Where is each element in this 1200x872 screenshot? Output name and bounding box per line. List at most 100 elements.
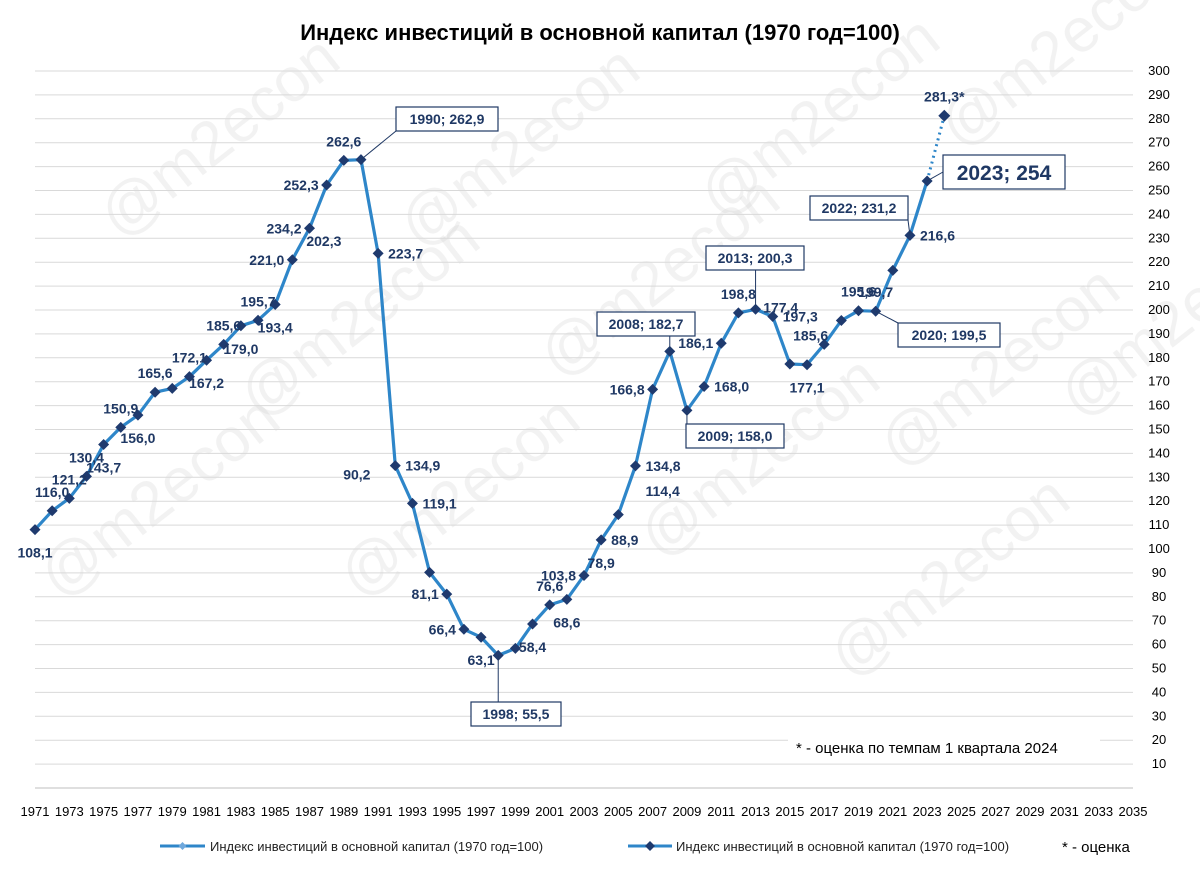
data-label: 156,0 [120, 430, 155, 446]
x-tick-label: 1993 [398, 804, 427, 819]
legend-marker [645, 841, 655, 851]
data-point [527, 618, 539, 630]
data-label: 168,0 [714, 378, 749, 394]
x-tick-label: 2033 [1084, 804, 1113, 819]
data-point [183, 371, 195, 383]
data-point [561, 593, 573, 605]
data-label: 216,6 [920, 227, 955, 243]
x-tick-label: 1979 [158, 804, 187, 819]
callout-label: 1990; 262,9 [410, 111, 485, 127]
y-tick-label: 270 [1148, 135, 1170, 150]
x-tick-label: 1973 [55, 804, 84, 819]
data-label: 103,8 [541, 568, 576, 584]
chart-title: Индекс инвестиций в основной капитал (19… [300, 20, 900, 45]
data-label: 262,6 [326, 133, 361, 149]
callout-box [596, 311, 696, 337]
data-point [132, 409, 144, 421]
data-label: 193,4 [258, 320, 293, 336]
y-tick-label: 240 [1148, 206, 1170, 221]
y-tick-label: 160 [1148, 398, 1170, 413]
data-label: 81,1 [412, 586, 439, 602]
data-point [372, 247, 384, 259]
data-label: 186,1 [678, 335, 713, 351]
data-point [784, 358, 796, 370]
data-label: 150,9 [103, 400, 138, 416]
data-label: 223,7 [388, 245, 423, 261]
data-label: 177,4 [763, 299, 798, 315]
x-tick-label: 2013 [741, 804, 770, 819]
data-label: 68,6 [553, 614, 580, 630]
x-tick-label: 1985 [261, 804, 290, 819]
callout-label: 2023; 254 [957, 162, 1052, 185]
data-label: 198,8 [721, 286, 756, 302]
data-point [698, 380, 710, 392]
data-point [149, 386, 161, 398]
data-point [304, 222, 315, 234]
y-tick-label: 280 [1148, 111, 1170, 126]
data-point [406, 497, 418, 509]
data-label: 76,6 [536, 578, 563, 594]
data-point [218, 338, 230, 350]
data-point [732, 307, 744, 319]
legend-label: Индекс инвестиций в основной капитал (19… [676, 839, 1009, 854]
x-tick-label: 2015 [775, 804, 804, 819]
footnote-text: * - оценка по темпам 1 квартала 2024 [796, 740, 1058, 757]
legend: Индекс инвестиций в основной капитал (19… [160, 839, 1130, 856]
x-tick-label: 2029 [1016, 804, 1045, 819]
x-tick-label: 1971 [21, 804, 50, 819]
data-point [29, 524, 41, 536]
x-tick-label: 2027 [981, 804, 1010, 819]
y-tick-label: 230 [1148, 230, 1170, 245]
data-point-estimate [938, 109, 951, 122]
y-tick-label: 220 [1148, 254, 1170, 269]
data-label: 130,4 [69, 449, 104, 465]
y-tick-label: 60 [1152, 637, 1166, 652]
footnote-box [788, 732, 1100, 762]
data-point [595, 534, 607, 546]
data-label: 165,6 [138, 365, 173, 381]
y-tick-label: 10 [1152, 756, 1166, 771]
x-tick-label: 1975 [89, 804, 118, 819]
data-point [389, 460, 401, 472]
y-tick-label: 70 [1152, 613, 1166, 628]
data-point [887, 264, 899, 276]
y-tick-label: 100 [1148, 541, 1170, 556]
x-tick-label: 2003 [570, 804, 599, 819]
data-label: 185,6 [793, 327, 828, 343]
x-tick-label: 2007 [638, 804, 667, 819]
data-point [458, 623, 470, 635]
y-tick-label: 40 [1152, 684, 1166, 699]
y-tick-label: 130 [1148, 469, 1170, 484]
x-tick-label: 1997 [467, 804, 496, 819]
y-tick-label: 50 [1152, 661, 1166, 676]
axes: 10 20 30 40 50 60 70 80 90 100 110 120 130 140 150 160 1… [21, 63, 1170, 819]
callout-box [809, 195, 909, 221]
data-label: 78,9 [588, 555, 615, 571]
callout-box [705, 245, 805, 271]
callout-box [942, 154, 1066, 190]
callout-leader [360, 130, 397, 161]
data-label: 134,8 [645, 458, 680, 474]
x-tick-label: 1987 [295, 804, 324, 819]
data-point [201, 354, 213, 366]
data-label: 179,0 [223, 341, 258, 357]
data-point [715, 337, 727, 349]
data-label: 116,0 [35, 484, 69, 500]
callout-leader [907, 219, 911, 236]
y-tick-label: 170 [1148, 374, 1170, 389]
data-label: 88,9 [611, 532, 638, 548]
callout-label: 2020; 199,5 [912, 327, 987, 343]
data-point [80, 470, 92, 482]
legend-extra-note: * - оценка [1062, 839, 1130, 856]
data-point [578, 570, 590, 582]
data-point [46, 505, 58, 517]
data-point [441, 588, 453, 600]
data-point [252, 314, 264, 326]
data-label: 143,7 [86, 460, 121, 476]
data-point [767, 310, 779, 322]
y-tick-label: 110 [1149, 517, 1170, 532]
data-point [115, 421, 127, 433]
legend-label: Индекс инвестиций в основной капитал (19… [210, 839, 543, 854]
data-label: 195,6 [841, 284, 876, 300]
